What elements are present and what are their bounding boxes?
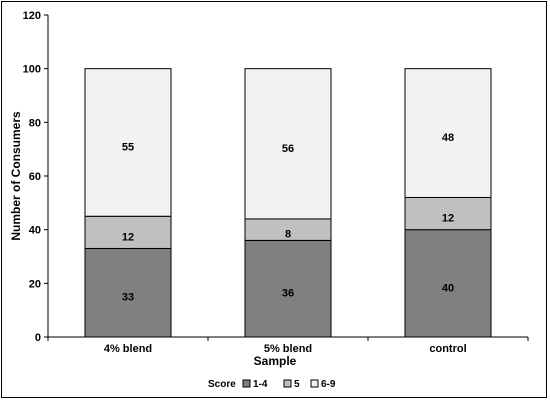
legend-entry-label: 6-9: [321, 379, 336, 390]
y-tick-label: 100: [23, 64, 41, 76]
bar-segment: [404, 229, 492, 338]
y-tick-label: 0: [35, 332, 41, 344]
data-label: 56: [282, 143, 294, 155]
data-label: 55: [122, 141, 134, 153]
data-label: 12: [122, 231, 134, 243]
data-label: 33: [122, 292, 134, 304]
legend-swatch: [310, 379, 319, 388]
x-tick-label: control: [429, 343, 466, 355]
legend-swatch: [283, 379, 292, 388]
x-tick-label: 4% blend: [104, 343, 152, 355]
legend-swatch: [242, 379, 251, 388]
y-tick-label: 60: [29, 171, 41, 183]
legend-entry-label: 1-4: [253, 379, 268, 390]
legend: Score 1-4 5 6-9: [208, 379, 336, 390]
legend-entry-label: 5: [294, 379, 300, 390]
bar-segment: [404, 196, 492, 231]
data-label: 48: [442, 132, 454, 144]
data-label: 12: [442, 213, 454, 225]
bar-segment: [84, 68, 172, 217]
x-axis-title: Sample: [254, 354, 297, 368]
y-tick-label: 20: [29, 278, 41, 290]
y-tick-label: 120: [23, 10, 41, 22]
y-tick-label: 80: [29, 117, 41, 129]
y-tick-label: 40: [29, 225, 41, 237]
data-label: 40: [442, 282, 454, 294]
data-label: 8: [285, 229, 291, 241]
data-labels: 33 12 55 36 8 56 40 12 48: [122, 132, 454, 304]
bar-segment: [244, 239, 332, 338]
bars: [84, 68, 492, 338]
data-label: 36: [282, 288, 294, 300]
x-tick-label: 5% blend: [264, 343, 312, 355]
legend-title: Score: [208, 379, 236, 390]
bar-segment: [404, 68, 492, 198]
bar-segment: [244, 68, 332, 220]
y-axis-title: Number of Consumers: [9, 111, 23, 241]
